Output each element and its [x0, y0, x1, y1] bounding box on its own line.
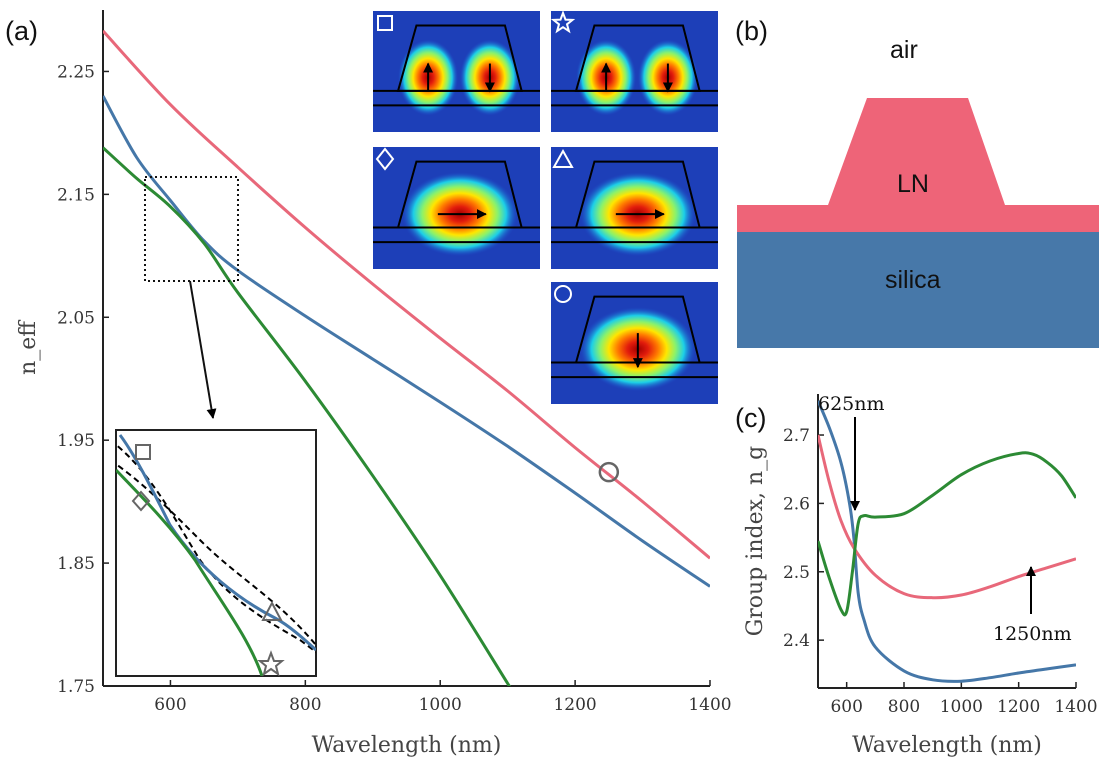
mode-profile-diamond	[373, 147, 540, 269]
star-icon	[257, 650, 285, 677]
inset-green-curve	[116, 468, 264, 676]
diamond-icon	[375, 147, 395, 171]
panel-c-y-tick-label: 2.6	[783, 494, 810, 514]
silica-label: silica	[885, 266, 941, 294]
panel-a-label: (a)	[5, 16, 38, 46]
panel-a-x-axis-title: Wavelength (nm)	[312, 733, 502, 758]
panel-c-y-tick-label: 2.7	[783, 426, 810, 446]
panel-a-y-tick-label: 2.05	[57, 308, 95, 328]
panel-c-y-axis-title: Group index, n_g	[743, 446, 768, 637]
inset-frame	[115, 429, 317, 677]
panel-c-y-tick-label: 2.5	[783, 563, 810, 583]
panel-b-diagram: air LN silica	[737, 36, 1099, 348]
panel-c-x-axis-title: Wavelength (nm)	[852, 733, 1042, 758]
panel-c-series	[818, 400, 1076, 683]
mode-profile-triangle	[551, 147, 718, 269]
inset-blue-curve	[118, 434, 316, 652]
panel-a-series-blue	[103, 95, 710, 588]
panel-c-x-tick-label: 800	[888, 697, 920, 717]
panel-c-series-blue	[818, 400, 1076, 683]
panel-c-series-green	[818, 451, 1076, 617]
triangle-icon	[261, 600, 283, 621]
panel-c-y-tick-label: 2.4	[783, 631, 810, 651]
air-label: air	[890, 36, 918, 64]
panel-a-y-tick-label: 1.75	[57, 677, 95, 697]
mode-profiles	[373, 10, 718, 404]
circle-icon	[598, 461, 620, 483]
panel-c-x-tick-label: 1200	[997, 697, 1040, 717]
panel-a-series-green	[103, 146, 512, 686]
mode-profile-square	[373, 11, 540, 132]
inset-dashed-lower	[116, 462, 316, 647]
panel-a-y-tick-label: 2.25	[57, 62, 95, 82]
panel-a-markers	[598, 461, 620, 483]
panel-c-x-tick-label: 1000	[940, 697, 983, 717]
annotation-1250nm: 1250nm	[993, 623, 1072, 645]
panel-a-series-pink	[103, 29, 710, 560]
panel-a-chart: 600 800 1000 1200 1400 1.75 1.85 1.95 2.05 2.15 2.…	[16, 10, 732, 758]
annotation-625nm: 625nm	[818, 393, 885, 415]
diamond-icon	[131, 490, 151, 512]
triangle-icon	[552, 148, 574, 168]
panel-a-y-axis-title: n_eff	[16, 320, 41, 375]
star-icon	[550, 10, 576, 34]
panel-c-series-pink	[818, 434, 1076, 600]
ln-label: LN	[897, 170, 929, 198]
panel-c-x-tick-label: 600	[830, 697, 862, 717]
mode-profile-circle	[551, 282, 718, 404]
panel-a-x-tick-label: 800	[289, 695, 321, 715]
inset-curves	[116, 434, 316, 676]
panel-a-axes: 600 800 1000 1200 1400 1.75 1.85 1.95 2.05 2.15 2.…	[16, 10, 732, 758]
ln-slab	[737, 205, 1099, 232]
panel-a-x-tick-label: 600	[154, 695, 186, 715]
circle-icon	[554, 285, 572, 303]
mode-profile-star	[550, 10, 718, 132]
panel-c-label: (c)	[735, 403, 766, 433]
panel-c-chart: 600 800 1000 1200 1400 2.4 2.5 2.6 2.7 Wavelength…	[743, 393, 1098, 758]
panel-a-y-tick-label: 2.15	[57, 185, 95, 205]
panel-a-y-tick-label: 1.95	[57, 431, 95, 451]
panel-a-x-tick-label: 1000	[419, 695, 462, 715]
panel-a-x-tick-label: 1200	[553, 695, 596, 715]
square-icon	[135, 444, 151, 460]
panel-a-series	[103, 29, 710, 686]
panel-a-x-tick-label: 1400	[688, 695, 731, 715]
panel-b-label: (b)	[735, 16, 768, 46]
silica-layer	[737, 232, 1099, 348]
panel-c-x-tick-label: 1400	[1054, 697, 1097, 717]
panel-a-y-tick-label: 1.85	[57, 554, 95, 574]
zoom-arrow	[189, 280, 217, 419]
inset-dashed-upper	[116, 443, 316, 654]
zoom-box	[144, 176, 239, 282]
panel-c-axes: 600 800 1000 1200 1400 2.4 2.5 2.6 2.7 Wavelength…	[743, 394, 1098, 758]
square-icon	[377, 15, 393, 31]
ln-ridge	[828, 98, 1005, 205]
